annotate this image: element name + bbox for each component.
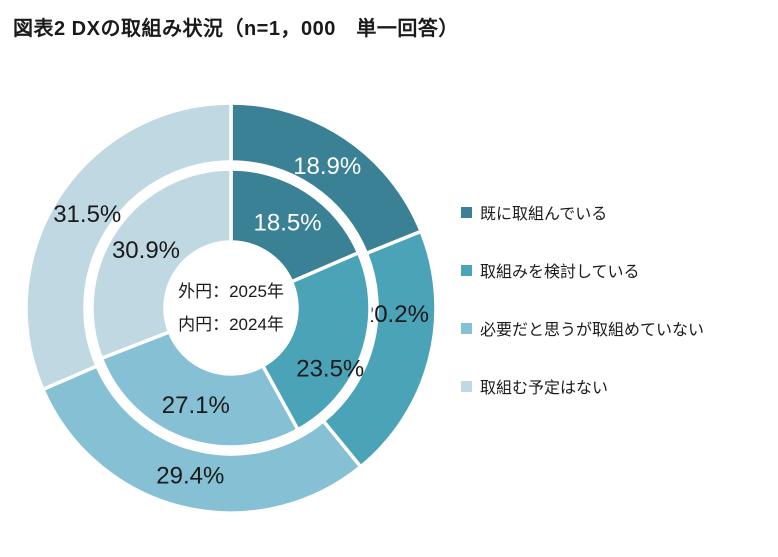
legend-label: 既に取組んでいる xyxy=(480,206,608,223)
outer-ring-segment-2 xyxy=(40,363,364,515)
center-note-line-outer: 外円：2025年 xyxy=(178,282,284,301)
inner-ring-segment-3 xyxy=(90,167,233,361)
legend-label: 取組む予定はない xyxy=(480,380,609,397)
legend-item-1: 取組みを検討している xyxy=(461,260,704,281)
inner-ring-segment-2 xyxy=(99,329,301,449)
legend-item-2: 必要だと思うが取組めていない xyxy=(461,318,705,339)
legend-label: 取組みを検討している xyxy=(480,264,640,281)
legend-swatch-icon xyxy=(461,264,472,276)
figure-title: 図表2 DXの取組み状況（n=1，000 単一回答） xyxy=(13,18,459,40)
legend-swatch-icon xyxy=(461,322,472,334)
donut-chart-svg: 18.9% 20.2% 29.4% 31.5% 18.5% 23.5% 27.1% 30.9% xyxy=(24,101,438,515)
legend-item-0: 既に取組んでいる xyxy=(461,202,704,223)
inner-ring-value-label-1: 23.5% xyxy=(296,355,364,382)
outer-ring-value-label-0: 18.9% xyxy=(293,153,361,180)
legend-swatch-icon xyxy=(461,380,472,392)
outer-ring-value-label-2: 29.4% xyxy=(156,463,224,490)
legend-label: 必要だと思うが取組めていない xyxy=(480,322,705,339)
donut-chart: 18.9% 20.2% 29.4% 31.5% 18.5% 23.5% 27.1% 30.9%… xyxy=(24,101,438,515)
outer-ring-segment-3 xyxy=(24,101,233,392)
legend-item-3: 取組む予定はない xyxy=(461,376,704,397)
center-note: 外円：2025年 内円：2024年 xyxy=(178,275,284,341)
inner-ring-segment-0 xyxy=(229,167,361,285)
chart-legend: 既に取組んでいる取組みを検討している必要だと思うが取組めていない 取組む予定はない xyxy=(461,202,705,397)
outer-ring-value-label-3: 31.5% xyxy=(53,201,121,228)
inner-ring-value-label-3: 30.9% xyxy=(112,237,180,264)
inner-ring-value-label-2: 27.1% xyxy=(162,392,230,419)
legend-swatch-icon xyxy=(461,206,472,218)
outer-ring-value-label-1: 20.2% xyxy=(361,301,429,328)
inner-ring-segment-1 xyxy=(260,250,372,433)
center-note-line-inner: 内円：2024年 xyxy=(178,315,284,334)
inner-ring-value-label-0: 18.5% xyxy=(254,209,322,236)
